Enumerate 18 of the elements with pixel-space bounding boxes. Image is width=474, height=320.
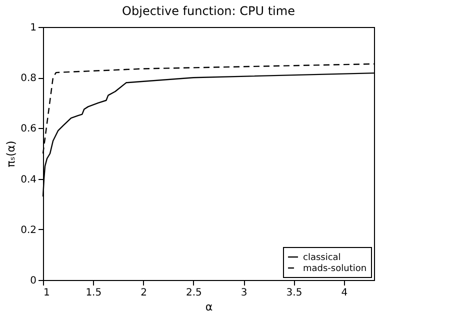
legend-label: classical — [303, 253, 341, 263]
x-tick-label: 2 — [140, 288, 147, 298]
y-axis-title: πₛ(α) — [4, 140, 18, 168]
y-tick-label: 1 — [30, 22, 36, 34]
x-axis-title: α — [205, 300, 213, 314]
x-tick-label: 3.5 — [286, 288, 302, 298]
x-tick-label: 3 — [240, 288, 248, 298]
x-tick-label: 2.5 — [186, 288, 202, 298]
x-tick-label: 1.5 — [86, 288, 102, 298]
legend-label: mads-solution — [303, 264, 367, 274]
x-tick-label: 1 — [44, 288, 50, 298]
y-tick-label: 0.8 — [20, 73, 36, 84]
y-tick-label: 0.6 — [20, 124, 36, 135]
chart-title: Objective function: CPU time — [122, 4, 295, 18]
y-tick-label: 0.4 — [20, 174, 36, 186]
y-tick-label: 0 — [30, 276, 36, 286]
x-tick-label: 4 — [341, 288, 348, 298]
y-tick-label: 0.2 — [20, 224, 36, 236]
